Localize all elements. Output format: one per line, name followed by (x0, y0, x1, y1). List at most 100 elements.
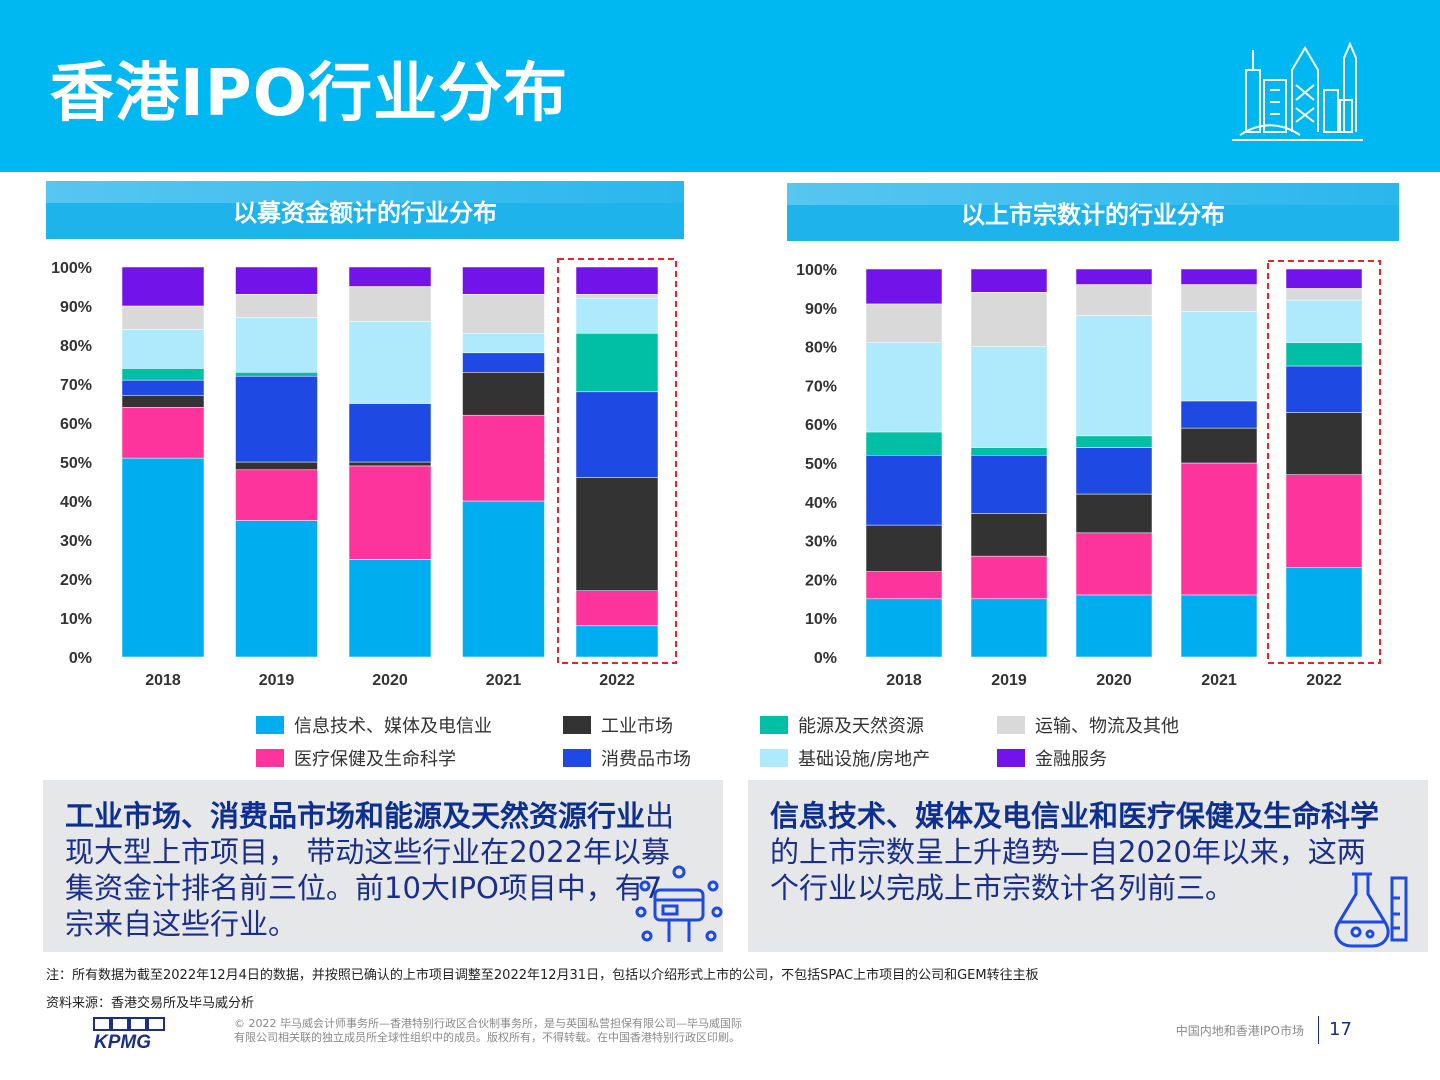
x-tick-label: 2018 (886, 672, 922, 689)
bar-segment (121, 407, 205, 459)
legend-swatch (760, 716, 788, 734)
source-text: 资料来源：香港交易所及毕马威分析 (46, 996, 255, 1011)
bar-segment (348, 403, 432, 463)
bar-segment (1075, 447, 1153, 495)
hand-card-icon (635, 865, 723, 942)
x-tick-label: 2019 (991, 672, 1027, 689)
legend-label: 能源及天然资源 (798, 716, 924, 737)
y-tick-label: 10% (60, 611, 92, 628)
bar-segment (575, 297, 659, 334)
y-tick-label: 70% (805, 378, 837, 395)
bar-segment (1285, 288, 1363, 301)
bar-segment (1180, 268, 1258, 285)
bar-segment (348, 461, 432, 467)
bar-segment (865, 598, 943, 658)
legend-swatch (563, 749, 591, 767)
y-tick-label: 0% (69, 650, 92, 667)
note-text: 注：所有数据为截至2022年12月4日的数据，并按照已确认的上市项目调整至202… (46, 968, 1039, 983)
bar-segment (121, 368, 205, 381)
bar-segment (235, 469, 318, 521)
bar-segment (1285, 342, 1363, 367)
right-panel-title-text: 以上市宗数计的行业分布 (961, 200, 1225, 229)
bar-segment (348, 465, 432, 560)
highlight-box (1267, 260, 1381, 664)
bar-segment (462, 500, 545, 658)
bar-segment (1180, 311, 1258, 402)
right-insight-box: 信息技术、媒体及电信业和医疗保健及生命科学的上市宗数呈上升趋势—自2020年以来… (748, 780, 1428, 952)
bar-segment (121, 329, 205, 369)
bar-segment (970, 447, 1048, 456)
bar-segment (121, 457, 205, 658)
bar-segment (1075, 435, 1153, 448)
legend-swatch (563, 716, 591, 734)
legend-swatch (256, 749, 284, 767)
bar-segment (970, 513, 1048, 557)
left-insight-bold: 工业市场、消费品市场和能源及天然资源行业 (65, 799, 646, 833)
bar-segment (462, 294, 545, 334)
x-tick-label: 2021 (1201, 672, 1237, 689)
y-tick-label: 50% (805, 456, 837, 473)
bar-segment (970, 292, 1048, 347)
y-tick-label: 70% (60, 377, 92, 394)
y-tick-label: 20% (60, 572, 92, 589)
bar-segment (462, 333, 545, 354)
bar-segment (865, 342, 943, 433)
bar-segment (1285, 474, 1363, 569)
legend-swatch (760, 749, 788, 767)
bar-segment (1180, 594, 1258, 658)
bar-segment (1180, 427, 1258, 464)
bar-segment (235, 520, 318, 658)
right-panel-title: 以上市宗数计的行业分布 (787, 183, 1399, 241)
bar-segment (575, 333, 659, 393)
bar-segment (1075, 493, 1153, 534)
y-tick-label: 80% (805, 340, 837, 357)
x-tick-label: 2022 (1306, 672, 1342, 689)
y-tick-label: 40% (805, 495, 837, 512)
bar-segment (235, 372, 318, 377)
bar-segment (575, 477, 659, 591)
legend-item: 工业市场 (563, 712, 673, 738)
bar-segment (865, 431, 943, 456)
copyright-line-2: 有限公司相关联的独立成员所全球性组织中的成员。版权所有，不得转载。在中国香港特别… (234, 1031, 740, 1044)
legend-item: 基础设施/房地产 (760, 745, 930, 771)
bar-segment (1285, 299, 1363, 343)
flask-icon (1334, 872, 1408, 948)
bar-segment (970, 346, 1048, 448)
header-bar: 香港IPO行业分布 (0, 0, 1440, 172)
legend-label: 信息技术、媒体及电信业 (294, 716, 492, 737)
bar-segment (121, 379, 205, 396)
legend-swatch (997, 716, 1025, 734)
svg-text:KPMG: KPMG (94, 1032, 151, 1050)
bar-segment (235, 266, 318, 295)
footer-title: 中国内地和香港IPO市场 (1175, 1024, 1304, 1038)
page-title: 香港IPO行业分布 (50, 57, 569, 131)
left-insight-box: 工业市场、消费品市场和能源及天然资源行业出现大型上市项目， 带动这些行业在202… (43, 780, 723, 952)
legend-item: 医疗保健及生命科学 (256, 745, 456, 771)
left-stacked-bar-chart: 0% 10% 20% 30% 40% 50% 60% 70% 80% 90% 100% 2018 201… (51, 258, 677, 689)
skyline-icon (1232, 41, 1363, 141)
y-tick-label: 100% (796, 262, 837, 279)
bar-segment (1075, 268, 1153, 285)
y-tick-label: 20% (805, 572, 837, 589)
bar-segment (865, 303, 943, 343)
bar-segment (970, 598, 1048, 658)
left-insight-text: 工业市场、消费品市场和能源及天然资源行业出现大型上市项目， 带动这些行业在202… (65, 798, 685, 942)
left-insight-rest: 出现大型上市项目， 带动这些行业在2022年以募集资金计排名前三位。前10大IP… (65, 799, 675, 941)
bar-segment (235, 461, 318, 471)
legend-item: 金融服务 (997, 745, 1107, 771)
bar-segment (348, 321, 432, 404)
y-tick-label: 30% (805, 534, 837, 551)
y-tick-label: 0% (814, 650, 837, 667)
bar-segment (1075, 315, 1153, 437)
right-insight-rest: 的上市宗数呈上升趋势—自2020年以来，这两个行业以完成上市宗数计名列前三。 (770, 835, 1366, 905)
x-tick-label: 2021 (486, 672, 522, 689)
legend-label: 医疗保健及生命科学 (294, 749, 456, 770)
bar-segment (235, 294, 318, 318)
x-tick-label: 2022 (599, 672, 635, 689)
bar-segment (235, 317, 318, 373)
bar-segment (121, 305, 205, 330)
bar-segment (970, 555, 1048, 600)
legend-label: 运输、物流及其他 (1035, 716, 1179, 737)
y-tick-label: 30% (60, 533, 92, 550)
bar-segment (865, 571, 943, 600)
